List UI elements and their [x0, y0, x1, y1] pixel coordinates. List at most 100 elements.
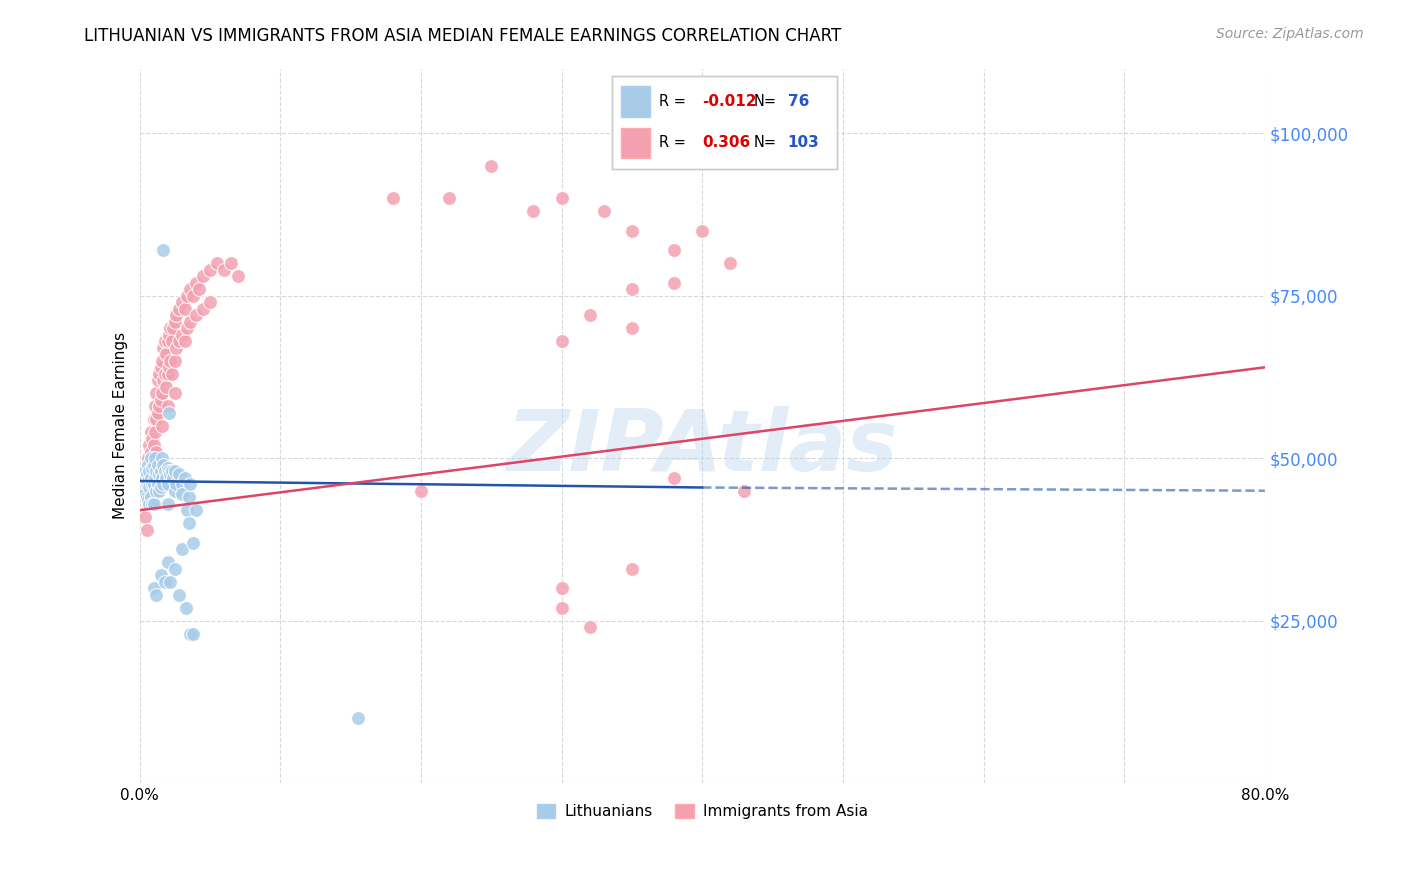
Point: [159, 321, 181, 335]
Point: [690, 224, 713, 238]
Point: [620, 562, 643, 576]
Point: [150, 386, 173, 401]
Point: [176, 321, 198, 335]
Point: [156, 497, 179, 511]
Point: [156, 477, 179, 491]
Point: [173, 301, 195, 316]
Point: [145, 464, 167, 478]
Point: [155, 471, 177, 485]
Point: [184, 309, 207, 323]
Point: [170, 487, 193, 501]
Point: [142, 477, 165, 491]
Point: [226, 269, 249, 284]
Point: [153, 334, 176, 349]
Point: [198, 295, 221, 310]
Point: [139, 425, 162, 440]
Text: LITHUANIAN VS IMMIGRANTS FROM ASIA MEDIAN FEMALE EARNINGS CORRELATION CHART: LITHUANIAN VS IMMIGRANTS FROM ASIA MEDIA…: [84, 27, 842, 45]
Point: [142, 458, 165, 472]
Point: [181, 535, 204, 549]
Point: [135, 464, 157, 478]
Point: [145, 412, 167, 426]
Point: [159, 574, 181, 589]
Point: [662, 471, 685, 485]
Point: [143, 425, 166, 440]
Point: [198, 263, 221, 277]
Point: [135, 523, 157, 537]
Point: [157, 360, 180, 375]
Point: [146, 477, 169, 491]
Point: [578, 309, 600, 323]
Point: [170, 542, 193, 557]
Point: [181, 626, 204, 640]
Point: [139, 471, 162, 485]
Point: [141, 451, 163, 466]
Point: [177, 516, 200, 531]
Point: [156, 461, 179, 475]
Point: [136, 493, 159, 508]
Point: [135, 490, 157, 504]
Point: [136, 497, 159, 511]
Point: [167, 301, 190, 316]
Point: [143, 471, 166, 485]
Point: [149, 481, 172, 495]
Point: [170, 327, 193, 342]
Point: [135, 477, 157, 491]
Point: [152, 244, 174, 258]
Point: [141, 432, 163, 446]
Point: [150, 354, 173, 368]
Point: [167, 588, 190, 602]
Point: [136, 471, 159, 485]
Point: [187, 282, 209, 296]
Point: [138, 481, 160, 495]
Point: [170, 295, 193, 310]
Point: [132, 481, 155, 495]
Point: [156, 555, 179, 569]
Point: [170, 477, 193, 491]
Point: [578, 620, 600, 634]
Point: [155, 347, 177, 361]
Point: [141, 497, 163, 511]
Point: [150, 451, 173, 466]
Point: [662, 276, 685, 290]
Point: [152, 373, 174, 387]
Point: [148, 399, 170, 413]
Point: [156, 399, 179, 413]
Text: ZIPAtlas: ZIPAtlas: [506, 406, 898, 489]
Point: [139, 444, 162, 458]
Point: [550, 334, 572, 349]
Point: [157, 464, 180, 478]
Point: [149, 392, 172, 407]
Point: [149, 360, 172, 375]
Point: [181, 289, 204, 303]
Point: [620, 224, 643, 238]
Point: [159, 354, 181, 368]
Point: [219, 256, 242, 270]
Point: [550, 191, 572, 205]
Point: [134, 509, 156, 524]
Point: [149, 568, 172, 582]
Point: [177, 490, 200, 504]
Point: [142, 497, 165, 511]
Point: [136, 458, 159, 472]
Point: [134, 464, 156, 478]
Point: [160, 334, 183, 349]
Point: [733, 483, 755, 498]
Point: [139, 490, 162, 504]
Point: [153, 464, 176, 478]
Point: [167, 334, 190, 349]
Point: [132, 474, 155, 488]
Point: [142, 581, 165, 595]
Point: [163, 386, 186, 401]
Point: [146, 373, 169, 387]
Point: [143, 451, 166, 466]
Point: [138, 438, 160, 452]
Point: [156, 367, 179, 381]
Point: [138, 497, 160, 511]
Y-axis label: Median Female Earnings: Median Female Earnings: [114, 332, 128, 519]
Point: [174, 600, 197, 615]
Point: [152, 341, 174, 355]
Point: [173, 334, 195, 349]
Point: [146, 406, 169, 420]
Point: [191, 301, 214, 316]
Point: [150, 471, 173, 485]
